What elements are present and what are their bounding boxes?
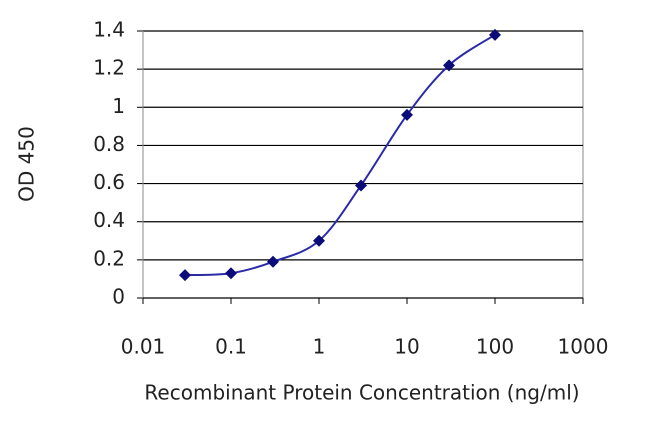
x-tick-label: 10 [394, 335, 419, 359]
y-tick-label: 0.4 [93, 208, 125, 232]
y-tick-label: 0.6 [93, 170, 125, 194]
y-tick-label: 1 [112, 94, 125, 118]
data-point [401, 108, 413, 121]
y-axis-label: OD 450 [15, 126, 39, 202]
x-tick-label: 1000 [558, 335, 609, 359]
data-point [178, 269, 191, 282]
plot-area [142, 30, 584, 299]
y-tick-label: 0.2 [93, 246, 125, 270]
x-tick-label: 0.1 [215, 335, 247, 359]
data-point [442, 59, 455, 72]
x-tick-label: 0.01 [121, 335, 166, 359]
y-tick-label: 1.4 [93, 18, 125, 42]
x-tick-label: 1 [313, 335, 326, 359]
data-point [313, 234, 325, 247]
x-tick-label: 100 [476, 335, 514, 359]
data-line [184, 33, 496, 277]
data-point [489, 28, 501, 41]
data-point [266, 255, 279, 268]
data-point [225, 267, 237, 280]
y-tick-label: 0.8 [93, 132, 125, 156]
y-tick-label: 0 [112, 285, 125, 309]
x-axis-label: Recombinant Protein Concentration (ng/ml… [144, 381, 579, 405]
y-tick-label: 1.2 [93, 56, 125, 80]
data-point [354, 179, 367, 192]
